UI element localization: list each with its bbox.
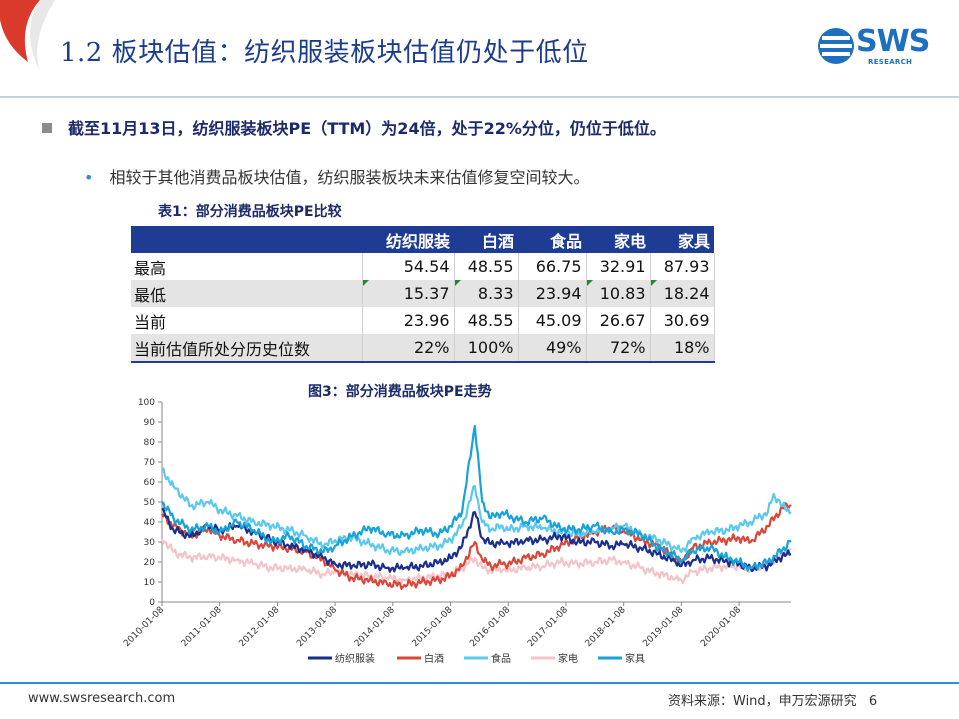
- x-tick-label: 2012-01-08: [237, 605, 281, 649]
- y-tick-label: 50: [144, 498, 156, 508]
- dot-bullet-icon: •: [84, 168, 94, 187]
- table-cell: 72%: [586, 334, 651, 363]
- sub-bullet-text: 相较于其他消费品板块估值，纺织服装板块未来估值修复空间较大。: [109, 168, 590, 187]
- error-flag-icon: [586, 280, 593, 286]
- table-cell-text: 10.83: [599, 284, 646, 303]
- table-cell-flagged: 15.37: [362, 280, 455, 307]
- table-cell: 26.67: [586, 307, 651, 334]
- table-cell: 87.93: [650, 253, 715, 280]
- table-cell: 66.75: [518, 253, 587, 280]
- error-flag-icon: [362, 280, 369, 286]
- y-tick-label: 40: [144, 518, 156, 528]
- series-line-4: [161, 424, 792, 572]
- sws-logo-icon: [818, 28, 854, 64]
- table-row: 最低 15.37 8.33 23.94 10.83 18.24: [131, 280, 715, 307]
- footer-source: 资料来源：Wind，申万宏源研究 6: [668, 690, 877, 709]
- y-tick-label: 80: [144, 438, 156, 448]
- table-header-cell: 白酒: [454, 226, 518, 253]
- table-header-row: 纺织服装 白酒 食品 家电 家具: [131, 226, 714, 253]
- x-tick-label: 2017-01-08: [526, 605, 570, 649]
- title-divider: [0, 96, 959, 98]
- x-tick-label: 2013-01-08: [295, 605, 339, 649]
- table-cell-flagged: 10.83: [586, 280, 651, 307]
- footer-divider: [0, 682, 959, 684]
- y-tick-label: 70: [144, 458, 156, 468]
- table-row: 最高 54.54 48.55 66.75 32.91 87.93: [131, 253, 715, 280]
- y-tick-label: 60: [144, 478, 156, 488]
- x-tick-label: 2011-01-08: [180, 605, 224, 649]
- y-tick-label: 30: [144, 538, 156, 548]
- y-tick-label: 90: [144, 418, 156, 428]
- y-tick-label: 0: [149, 598, 155, 608]
- table-header-cell: 家电: [586, 226, 650, 253]
- logo-text: SWS: [856, 24, 930, 59]
- pe-trend-chart: 0 10 20 30 40 50 60 70 80 90 100 2010-01-08 2011-01-…: [122, 398, 792, 665]
- y-tick-label: 20: [144, 558, 156, 568]
- table-cell-text: 8.33: [477, 284, 514, 303]
- table-cell: 22%: [362, 334, 455, 363]
- table-cell: 30.69: [650, 307, 715, 334]
- sub-bullet: • 相较于其他消费品板块估值，纺织服装板块未来估值修复空间较大。: [84, 164, 589, 188]
- y-tick-label: 100: [138, 398, 155, 408]
- x-tick-label: 2014-01-08: [353, 605, 397, 649]
- table-header-cell: 纺织服装: [362, 226, 454, 253]
- table-header-blank: [131, 226, 362, 253]
- row-label: 当前估值所处分历史位数: [131, 334, 363, 363]
- table-cell: 48.55: [454, 253, 519, 280]
- table-cell: 32.91: [586, 253, 651, 280]
- table-cell-text: 15.37: [403, 284, 450, 303]
- table-cell-flagged: 18.24: [650, 280, 715, 307]
- table-cell: 49%: [518, 334, 587, 363]
- legend-label: 食品: [491, 652, 511, 665]
- table-row: 当前估值所处分历史位数 22% 100% 49% 72% 18%: [131, 334, 715, 363]
- page-number: 6: [868, 694, 878, 709]
- series-line-0: [161, 507, 792, 573]
- main-bullet-text: 截至11月13日，纺织服装板块PE（TTM）为24倍，处于22%分位，仍位于低位…: [68, 119, 666, 138]
- x-tick-label: 2020-01-08: [699, 605, 743, 649]
- error-flag-icon: [454, 280, 461, 286]
- table-caption: 表1：部分消费品板块PE比较: [158, 204, 342, 220]
- legend-label: 白酒: [424, 652, 444, 665]
- table-cell: 23.96: [362, 307, 455, 334]
- page-title: 1.2 板块估值：纺织服装板块估值仍处于低位: [60, 38, 589, 68]
- table-cell-text: 18.24: [663, 284, 710, 303]
- table-cell-flagged: 8.33: [454, 280, 519, 307]
- table-header-cell: 食品: [518, 226, 586, 253]
- pe-comparison-table: 纺织服装 白酒 食品 家电 家具 最高 54.54 48.55 66.75 32…: [131, 226, 715, 363]
- y-tick-label: 10: [144, 578, 156, 588]
- main-bullet: 截至11月13日，纺织服装板块PE（TTM）为24倍，处于22%分位，仍位于低位…: [42, 115, 666, 139]
- table-cell: 54.54: [362, 253, 455, 280]
- error-flag-icon: [650, 280, 657, 286]
- x-tick-label: 2016-01-08: [468, 605, 512, 649]
- table-row: 当前 23.96 48.55 45.09 26.67 30.69: [131, 307, 715, 334]
- x-tick-label: 2019-01-08: [641, 605, 685, 649]
- title-bar: 1.2 板块估值：纺织服装板块估值仍处于低位 SWS RESEARCH: [0, 0, 959, 100]
- table-header-cell: 家具: [650, 226, 714, 253]
- table-cell: 48.55: [454, 307, 519, 334]
- row-label: 最低: [131, 280, 363, 307]
- footer-url[interactable]: www.swsresearch.com: [28, 691, 176, 706]
- legend-label: 家具: [625, 652, 645, 665]
- row-label: 最高: [131, 253, 363, 280]
- legend-label: 家电: [558, 652, 578, 665]
- table-cell: 23.94: [518, 280, 587, 307]
- table-cell: 18%: [650, 334, 715, 363]
- series-line-2: [161, 467, 792, 557]
- square-bullet-icon: [42, 123, 52, 133]
- table-cell: 45.09: [518, 307, 587, 334]
- title-decoration: [0, 0, 55, 72]
- source-text: 资料来源：Wind，申万宏源研究: [668, 694, 857, 709]
- legend-label: 纺织服装: [335, 652, 375, 665]
- sws-logo: SWS RESEARCH: [818, 24, 943, 70]
- row-label: 当前: [131, 307, 363, 334]
- table-cell: 100%: [454, 334, 519, 363]
- series-line-3: [160, 537, 792, 585]
- x-tick-label: 2018-01-08: [584, 605, 628, 649]
- chart-title: 图3：部分消费品板块PE走势: [308, 384, 492, 400]
- logo-subtext: RESEARCH: [868, 58, 913, 66]
- x-tick-label: 2015-01-08: [411, 605, 455, 649]
- x-tick-label: 2010-01-08: [122, 605, 166, 649]
